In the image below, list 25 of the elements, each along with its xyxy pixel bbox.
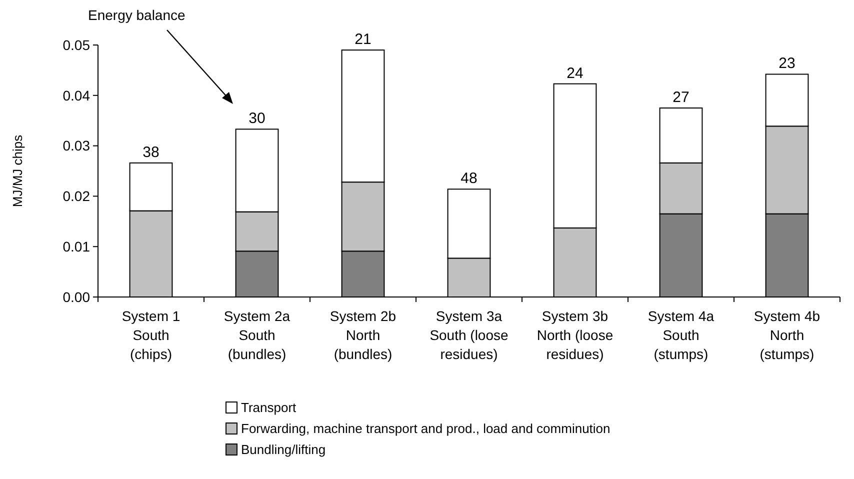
x-tick-label: System 2a South (bundles) [224, 308, 290, 362]
annotation: 48 [460, 170, 478, 188]
x-tick-label: System 2b North (bundles) [330, 308, 396, 362]
y-tick-label: 0.02 [62, 188, 90, 204]
annotation: 21 [354, 31, 372, 48]
text: Energy balance [88, 7, 186, 23]
legend-label: Forwarding, machine transport and prod., load and comminution [241, 421, 610, 436]
x-tick-label: System 3b North (loose residues) [536, 308, 614, 362]
legend-label: Bundling/lifting [241, 442, 326, 457]
annotation: 27 [672, 89, 690, 106]
annotation: 23 [778, 55, 796, 72]
y-tick-label: 0.04 [62, 87, 90, 104]
x-tick-label: System 1 South (chips) [122, 308, 180, 362]
y-tick-label: 0.03 [62, 138, 90, 154]
y-tick-label: 0.05 [62, 36, 90, 53]
x-tick-label: System 4a South (stumps) [648, 308, 714, 362]
x-tick-label: System 3a South (loose residues) [430, 308, 509, 362]
x-tick-label: System 4b North (stumps) [754, 308, 820, 362]
legend-label: Transport [241, 400, 297, 415]
annotation: 24 [566, 64, 584, 82]
annotation: 38 [142, 144, 160, 161]
annotation: 30 [248, 110, 266, 128]
y-tick-label: 0.00 [62, 288, 90, 305]
y-tick-label: 0.01 [62, 238, 90, 254]
y-axis-title: MJ/MJ chips [10, 134, 25, 208]
